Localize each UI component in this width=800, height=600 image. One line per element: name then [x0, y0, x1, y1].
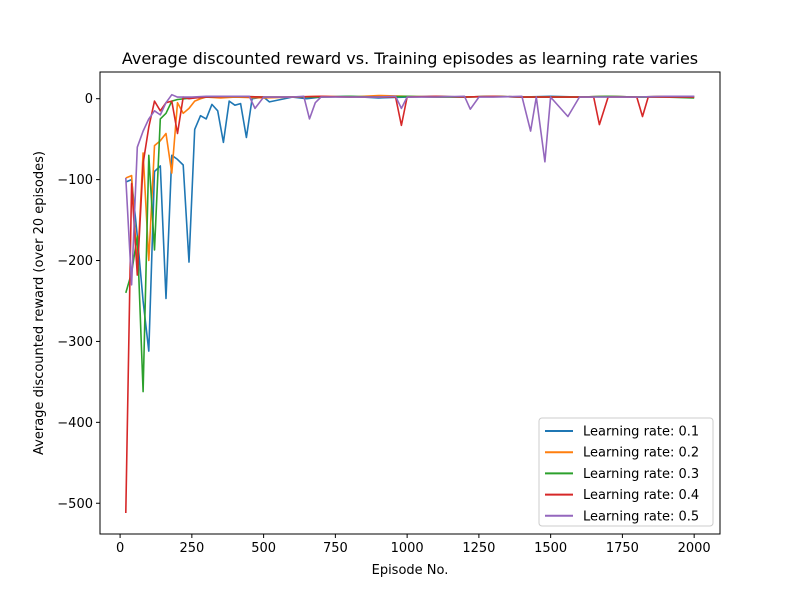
- legend-label-5: Learning rate: 0.5: [583, 509, 699, 524]
- chart-title: Average discounted reward vs. Training e…: [122, 49, 698, 68]
- x-tick-label: 1750: [606, 541, 639, 556]
- x-tick-label: 1250: [462, 541, 495, 556]
- legend-label-2: Learning rate: 0.2: [583, 446, 699, 461]
- legend: Learning rate: 0.1 Learning rate: 0.2 Lear…: [538, 417, 714, 527]
- plot-frame: [99, 71, 721, 535]
- series-line-1: [125, 95, 695, 352]
- x-tick-label: 0: [116, 541, 124, 556]
- series-line-5: [125, 93, 695, 286]
- y-tick-label: −500: [57, 497, 93, 512]
- y-tick-label: −200: [57, 254, 93, 269]
- x-tick-label: 2000: [678, 541, 711, 556]
- x-tick-label: 1000: [391, 541, 424, 556]
- legend-label-4: Learning rate: 0.4: [583, 488, 699, 503]
- series-line-2: [125, 94, 695, 270]
- legend-box: [538, 417, 714, 527]
- x-tick-label: 1500: [534, 541, 567, 556]
- x-ticks: 0 250 500 750 1000 1250 1500 1750 2000: [116, 534, 711, 556]
- plot-lines: [125, 93, 695, 514]
- y-axis-label: Average discounted reward (over 20 episo…: [32, 151, 47, 455]
- x-tick-label: 250: [179, 541, 204, 556]
- y-tick-label: −100: [57, 173, 93, 188]
- y-ticks: 0 −100 −200 −300 −400 −500: [57, 92, 100, 512]
- y-tick-label: 0: [85, 92, 93, 107]
- legend-label-3: Learning rate: 0.3: [583, 467, 699, 482]
- legend-label-1: Learning rate: 0.1: [583, 425, 699, 440]
- y-tick-label: −300: [57, 335, 93, 350]
- series-line-3: [125, 95, 695, 393]
- x-axis-label: Episode No.: [372, 563, 449, 578]
- x-tick-label: 750: [323, 541, 348, 556]
- x-tick-label: 500: [251, 541, 276, 556]
- y-tick-label: −400: [57, 416, 93, 431]
